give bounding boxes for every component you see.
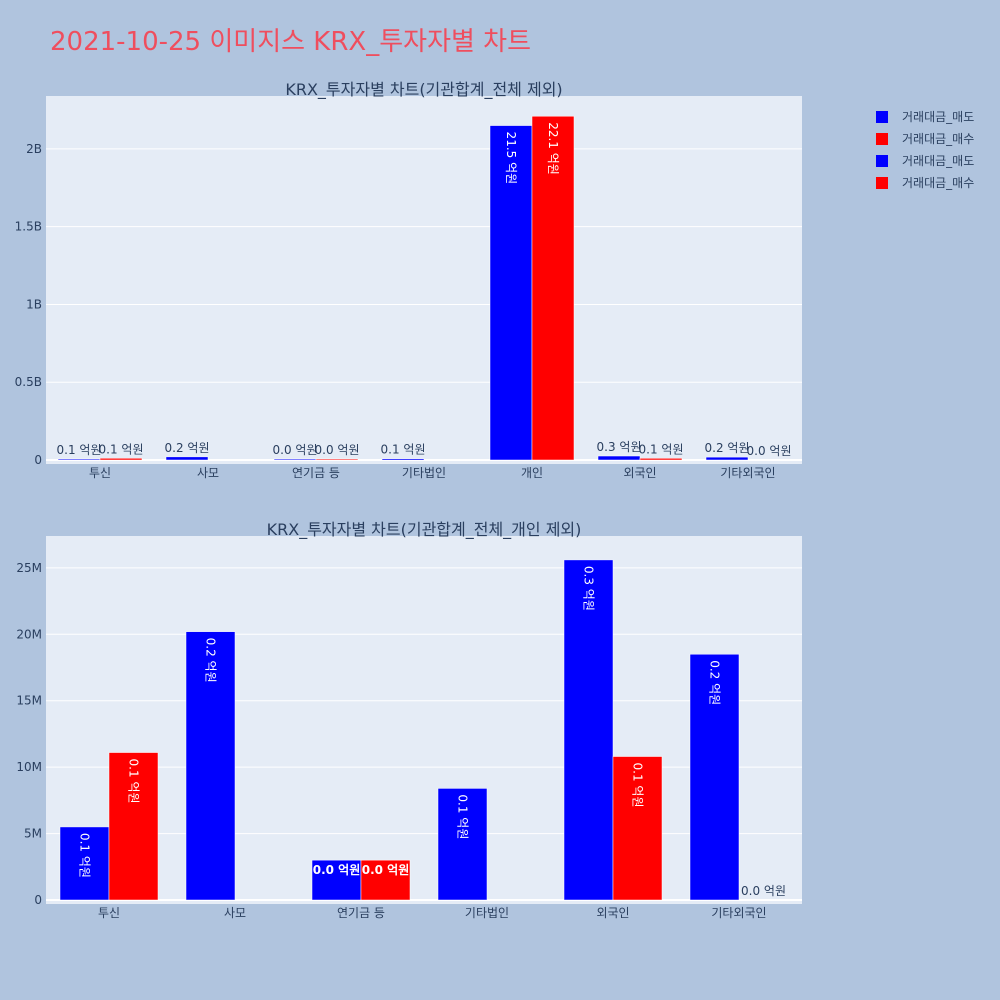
chart-panel-2: KRX_투자자별 차트(기관합계_전체_개인 제외) 0 5M 10M 15M 20M 25… <box>16 520 802 920</box>
legend-swatch[interactable] <box>876 133 888 145</box>
y-tick-label: 1.5B <box>15 220 42 234</box>
y-tick-label: 2B <box>26 142 42 156</box>
bar-buy <box>531 115 575 461</box>
page-title: 2021-10-25 이미지스 KRX_투자자별 차트 <box>50 27 531 57</box>
chart-title: KRX_투자자별 차트(기관합계_전체 제외) <box>285 80 562 100</box>
bar-label: 0.3 억원 <box>597 440 642 454</box>
x-tick-label: 개인 <box>521 466 543 480</box>
y-tick-label: 1B <box>26 297 42 311</box>
bar-label: 0.1 억원 <box>78 833 92 878</box>
bar-label: 0.0 억원 <box>362 863 410 877</box>
legend-item[interactable]: 거래대금_매도 <box>902 110 974 124</box>
chart-panel-1: KRX_투자자별 차트(기관합계_전체 제외) 0 0.5B 1B 1.5B 2B 0.1 … <box>15 80 802 480</box>
x-tick-label: 연기금 등 <box>292 466 340 480</box>
x-tick-label: 기타외국인 <box>720 466 775 480</box>
bar-label: 0.0 억원 <box>313 863 361 877</box>
bar-buy <box>99 458 143 461</box>
bar-label: 0.0 억원 <box>747 444 792 458</box>
y-tick-label: 0.5B <box>15 375 42 389</box>
bar-sell <box>437 788 488 901</box>
bar-sell <box>489 125 533 461</box>
bar-label: 0.1 억원 <box>127 759 141 804</box>
bar-label: 0.1 억원 <box>381 443 426 457</box>
bar-label: 0.0 억원 <box>741 884 786 898</box>
bar-label: 0.0 억원 <box>273 443 318 457</box>
y-tick-label: 5M <box>24 827 42 841</box>
bar-sell <box>165 456 209 461</box>
bar-label: 0.3 억원 <box>582 566 596 611</box>
legend-swatch[interactable] <box>876 177 888 189</box>
x-tick-label: 연기금 등 <box>337 906 385 920</box>
bar-label: 0.1 억원 <box>631 763 645 808</box>
y-tick-label: 15M <box>16 694 42 708</box>
bar-label: 0.1 억원 <box>57 443 102 457</box>
plot-area <box>46 536 802 904</box>
legend-item[interactable]: 거래대금_매도 <box>902 154 974 168</box>
legend-item[interactable]: 거래대금_매수 <box>902 176 974 190</box>
y-tick-label: 20M <box>16 627 42 641</box>
bar-sell <box>381 458 425 461</box>
x-tick-label: 기타법인 <box>465 906 509 920</box>
bar-sell <box>311 859 362 901</box>
bar-label: 0.2 억원 <box>705 441 750 455</box>
bar-label: 0.2 억원 <box>708 660 722 705</box>
x-tick-label: 기타법인 <box>402 466 446 480</box>
bar-label: 0.0 억원 <box>315 443 360 457</box>
bar-buy <box>612 756 663 901</box>
bar-buy <box>639 458 683 461</box>
bar-buy <box>360 859 411 901</box>
legend-item[interactable]: 거래대금_매수 <box>902 132 974 146</box>
plot-area <box>46 96 802 464</box>
x-tick-label: 사모 <box>224 906 246 920</box>
bar-label: 0.1 억원 <box>456 794 470 839</box>
bar-label: 0.2 억원 <box>165 441 210 455</box>
x-tick-label: 투신 <box>89 466 111 480</box>
bar-sell <box>57 458 101 461</box>
x-tick-label: 외국인 <box>596 906 629 920</box>
bar-label: 0.1 억원 <box>639 442 684 456</box>
chart-panels: KRX_투자자별 차트(기관합계_전체 제외) 0 0.5B 1B 1.5B 2B 0.1 … <box>15 80 802 920</box>
bar-label: 0.2 억원 <box>204 638 218 683</box>
bar-sell <box>597 455 641 461</box>
bar-buy <box>315 458 359 461</box>
y-tick-label: 10M <box>16 760 42 774</box>
y-tick-label: 0 <box>34 893 42 907</box>
x-tick-label: 사모 <box>197 466 219 480</box>
x-tick-label: 기타외국인 <box>711 906 766 920</box>
bar-sell <box>705 456 749 461</box>
legend-swatch[interactable] <box>876 155 888 167</box>
x-tick-label: 투신 <box>98 906 120 920</box>
y-tick-label: 0 <box>34 453 42 467</box>
chart-title: KRX_투자자별 차트(기관합계_전체_개인 제외) <box>267 520 582 540</box>
bar-sell <box>689 653 740 901</box>
legend-swatch[interactable] <box>876 111 888 123</box>
x-tick-label: 외국인 <box>623 466 656 480</box>
bar-sell <box>273 458 317 461</box>
bar-label: 21.5 억원 <box>504 132 518 185</box>
y-tick-label: 25M <box>16 561 42 575</box>
bar-sell <box>185 631 236 901</box>
bar-sell <box>563 559 614 901</box>
bar-label: 22.1 억원 <box>546 122 560 175</box>
bar-buy <box>108 752 159 901</box>
bar-label: 0.1 억원 <box>99 442 144 456</box>
bar-sell <box>59 826 110 901</box>
